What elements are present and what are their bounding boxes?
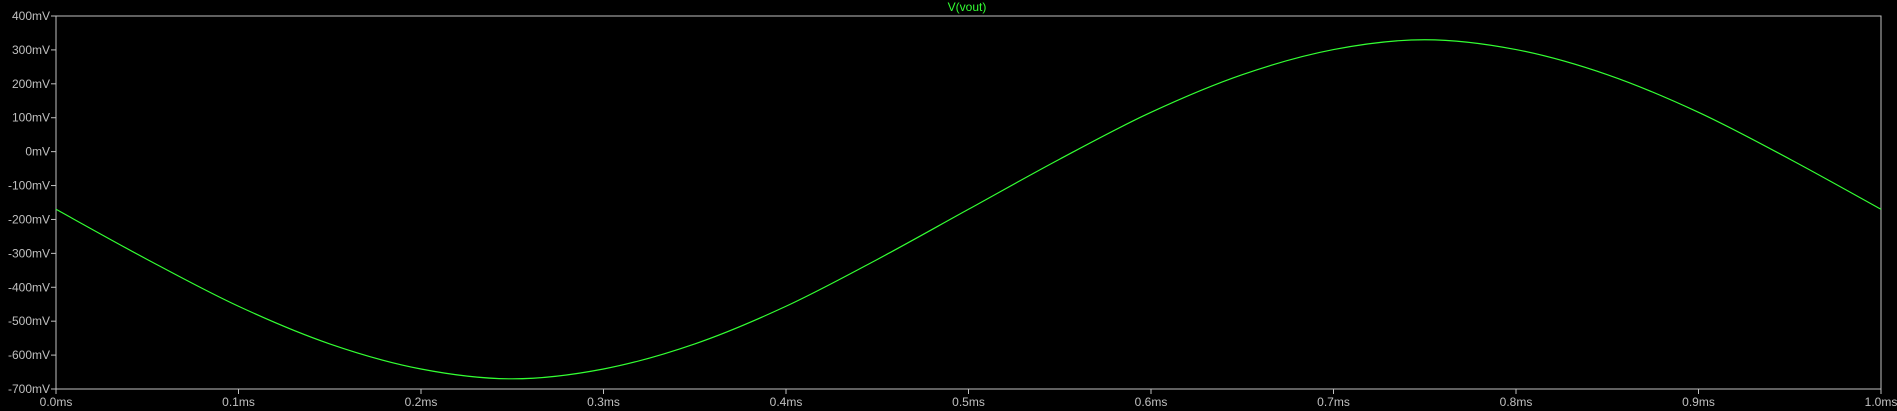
y-tick-label: 400mV	[12, 9, 50, 23]
x-tick-label: 0.2ms	[405, 395, 438, 409]
plot-frame	[55, 15, 1882, 390]
y-tick-label: -400mV	[8, 280, 50, 294]
y-tick-label: 300mV	[12, 43, 50, 57]
y-axis-ticks: 400mV 300mV 200mV 100mV 0mV -100mV -200mV -300m…	[8, 9, 56, 396]
y-tick-label: 200mV	[12, 77, 50, 91]
y-tick-label: -200mV	[8, 212, 50, 226]
x-tick-label: 0.6ms	[1135, 395, 1168, 409]
x-tick-label: 0.1ms	[222, 395, 255, 409]
x-tick-label: 0.7ms	[1317, 395, 1350, 409]
x-axis-ticks: 0.0ms 0.1ms 0.2ms 0.3ms 0.4ms 0.5ms 0.6ms 0.7ms…	[40, 389, 1897, 409]
x-tick-label: 0.3ms	[587, 395, 620, 409]
y-tick-label: 0mV	[25, 145, 50, 159]
trace-line-0[interactable]	[55, 39, 1882, 380]
x-tick-label: 0.0ms	[40, 395, 73, 409]
x-tick-label: 0.4ms	[770, 395, 803, 409]
trace-title[interactable]: V(vout)	[948, 0, 987, 14]
y-tick-label: -100mV	[8, 179, 50, 193]
x-tick-label: 0.8ms	[1500, 395, 1533, 409]
x-tick-label: 1.0ms	[1865, 395, 1897, 409]
trace-layer	[55, 39, 1882, 380]
y-tick-label: -300mV	[8, 246, 50, 260]
y-tick-label: -600mV	[8, 348, 50, 362]
x-tick-label: 0.9ms	[1682, 395, 1715, 409]
x-tick-label: 0.5ms	[952, 395, 985, 409]
y-tick-label: 100mV	[12, 111, 50, 125]
y-tick-label: -700mV	[8, 382, 50, 396]
y-tick-label: -500mV	[8, 314, 50, 328]
